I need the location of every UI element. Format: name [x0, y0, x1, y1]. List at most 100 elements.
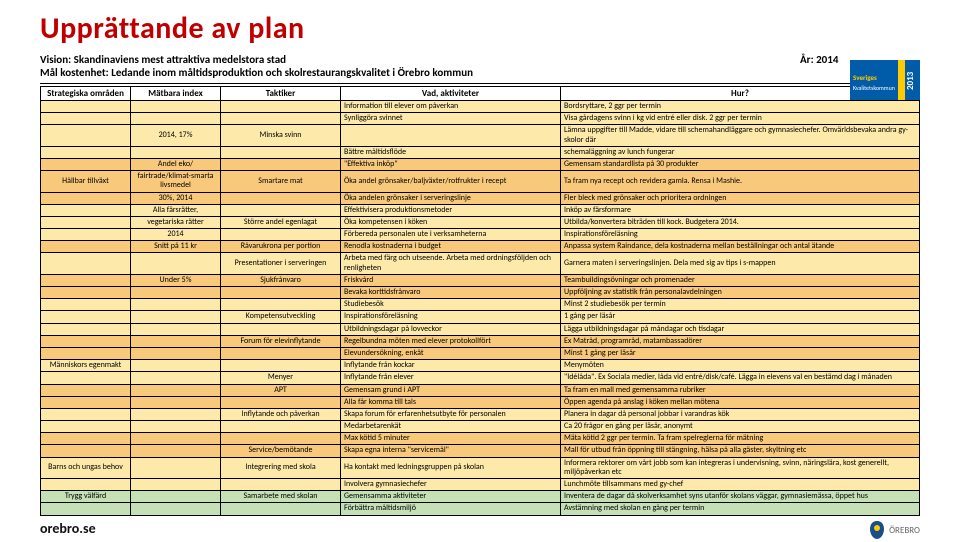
cell	[131, 491, 221, 503]
cell	[131, 101, 221, 113]
table-row: Information till elever om påverkanBords…	[41, 101, 920, 113]
table-row: Inflytande och påverkanSkapa forum för e…	[41, 408, 920, 420]
cell: Inventera de dagar då skolverksamhet syn…	[561, 491, 920, 503]
table-row: Människors egenmaktInflytande från kocka…	[41, 360, 920, 372]
cell: schemaläggning av lunch fungerar	[561, 146, 920, 158]
cell	[41, 241, 131, 253]
cell: Utbildningsdagar på lovveckor	[341, 323, 561, 335]
cell: Integrering med skola	[221, 457, 341, 478]
cell: Under 5%	[131, 274, 221, 286]
cell	[41, 113, 131, 125]
cell: Avstämning med skolan en gång per termin	[561, 503, 920, 515]
cell: Lunchmöte tillsammans med gy-chef	[561, 479, 920, 491]
table-row: Barns och ungas behovIntegrering med sko…	[41, 457, 920, 478]
cell: Utbilda/konvertera biträden till kock. B…	[561, 216, 920, 228]
cell	[131, 146, 221, 158]
cell: Presentationer i serveringen	[221, 253, 341, 274]
cell: Medarbetarenkät	[341, 421, 561, 433]
cell	[41, 479, 131, 491]
cell: Involvera gymnasiechefer	[341, 479, 561, 491]
cell	[41, 433, 131, 445]
cell	[131, 421, 221, 433]
cell: Information till elever om påverkan	[341, 101, 561, 113]
cell: Människors egenmakt	[41, 360, 131, 372]
table-row: Synliggöra svinnetVisa gårdagens svinn i…	[41, 113, 920, 125]
cell: Förbättra måltidsmiljö	[341, 503, 561, 515]
mal-text: Mål kostenhet: Ledande inom måltidsprodu…	[40, 66, 473, 79]
cell	[221, 360, 341, 372]
cell: Menymöten	[561, 360, 920, 372]
cell: Regelbundna möten med elever protokollfö…	[341, 335, 561, 347]
table-row: Alla får komma till talsÖppen agenda på …	[41, 396, 920, 408]
cell	[221, 323, 341, 335]
col-header: Vad, aktiviteter	[341, 87, 561, 101]
cell	[41, 216, 131, 228]
cell: Mall för utbud från öppning till stängni…	[561, 445, 920, 457]
page-title: Upprättande av plan	[40, 10, 920, 47]
cell: Ca 20 frågor en gång per läsår, anonymt	[561, 421, 920, 433]
cell	[41, 125, 131, 146]
cell: Öka andelen grönsaker i serveringslinje	[341, 192, 561, 204]
table-row: Bevaka korttidsfrånvaroUppföljning av st…	[41, 287, 920, 299]
cell	[221, 101, 341, 113]
cell	[131, 287, 221, 299]
cell: APT	[221, 384, 341, 396]
cell: Lägga utbildningsdagar på måndagar och t…	[561, 323, 920, 335]
cell: Uppföljning av statistik från personalav…	[561, 287, 920, 299]
svg-text:Sveriges: Sveriges	[853, 73, 877, 82]
cell	[221, 299, 341, 311]
cell: 2014, 17%	[131, 125, 221, 146]
cell: Synliggöra svinnet	[341, 113, 561, 125]
table-row: MedarbetarenkätCa 20 frågor en gång per …	[41, 421, 920, 433]
cell	[221, 479, 341, 491]
cell	[131, 408, 221, 420]
cell: Kompetensutveckling	[221, 311, 341, 323]
separator	[40, 83, 920, 84]
cell: Större andel egenlagat	[221, 216, 341, 228]
cell	[41, 323, 131, 335]
cell: Visa gårdagens svinn i kg vid entré elle…	[561, 113, 920, 125]
cell: Skapa forum för erfarenhetsutbyte för pe…	[341, 408, 561, 420]
cell: Elevundersökning, enkät	[341, 347, 561, 359]
table-row: Trygg välfärdSamarbete med skolanGemensa…	[41, 491, 920, 503]
cell	[221, 287, 341, 299]
cell	[41, 158, 131, 170]
table-row: Presentationer i serveringenArbeta med f…	[41, 253, 920, 274]
cell	[41, 445, 131, 457]
cell: Bättre måltidsflöde	[341, 146, 561, 158]
table-row: KompetensutvecklingInspirationsföreläsni…	[41, 311, 920, 323]
cell: vegetariska rätter	[131, 216, 221, 228]
cell	[221, 503, 341, 515]
cell: Garnera maten i serveringslinjen. Dela m…	[561, 253, 920, 274]
cell	[131, 299, 221, 311]
cell	[41, 347, 131, 359]
cell: Öka kompetensen i köken	[341, 216, 561, 228]
cell: Teambuildingsövningar och promenader	[561, 274, 920, 286]
cell: Öka andel grönsaker/baljväxter/rotfrukte…	[341, 171, 561, 192]
table-row: APTGemensam grund i APTTa fram en mall m…	[41, 384, 920, 396]
cell	[131, 457, 221, 478]
cell: Bordsryttare, 2 ggr per termin	[561, 101, 920, 113]
footer-url: orebro.se	[40, 520, 96, 537]
cell	[221, 146, 341, 158]
cell	[41, 192, 131, 204]
cell: Minst 1 gång per läsår	[561, 347, 920, 359]
cell	[41, 299, 131, 311]
cell: Samarbete med skolan	[221, 491, 341, 503]
cell	[41, 101, 131, 113]
table-row: 2014Förbereda personalen ute i verksamhe…	[41, 229, 920, 241]
cell: "Idélåda". Ex Sociala medier, låda vid e…	[561, 372, 920, 384]
cell: Planera in dagar då personal jobbar i va…	[561, 408, 920, 420]
cell: Inspirationsföreläsning	[341, 311, 561, 323]
cell	[41, 372, 131, 384]
cell: Friskvård	[341, 274, 561, 286]
svg-text:Kvalitetskommun: Kvalitetskommun	[853, 84, 895, 92]
svg-text:2013: 2013	[905, 71, 916, 90]
table-row: 2014, 17%Minska svinnLämna uppgifter til…	[41, 125, 920, 146]
cell	[41, 396, 131, 408]
cell: Ha kontakt med ledningsgruppen på skolan	[341, 457, 561, 478]
cell	[221, 396, 341, 408]
cell	[41, 408, 131, 420]
cell: 30%, 2014	[131, 192, 221, 204]
cell: Snitt på 11 kr	[131, 241, 221, 253]
